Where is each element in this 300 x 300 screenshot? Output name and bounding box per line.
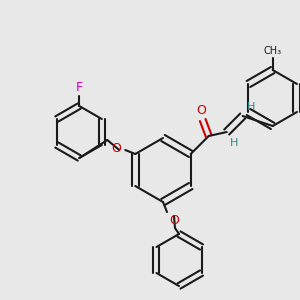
Text: H: H: [230, 138, 238, 148]
Text: O: O: [196, 104, 206, 117]
Text: CH₃: CH₃: [264, 46, 282, 56]
Text: O: O: [169, 214, 179, 227]
Text: H: H: [247, 102, 255, 112]
Text: O: O: [111, 142, 121, 154]
Text: F: F: [76, 81, 83, 94]
